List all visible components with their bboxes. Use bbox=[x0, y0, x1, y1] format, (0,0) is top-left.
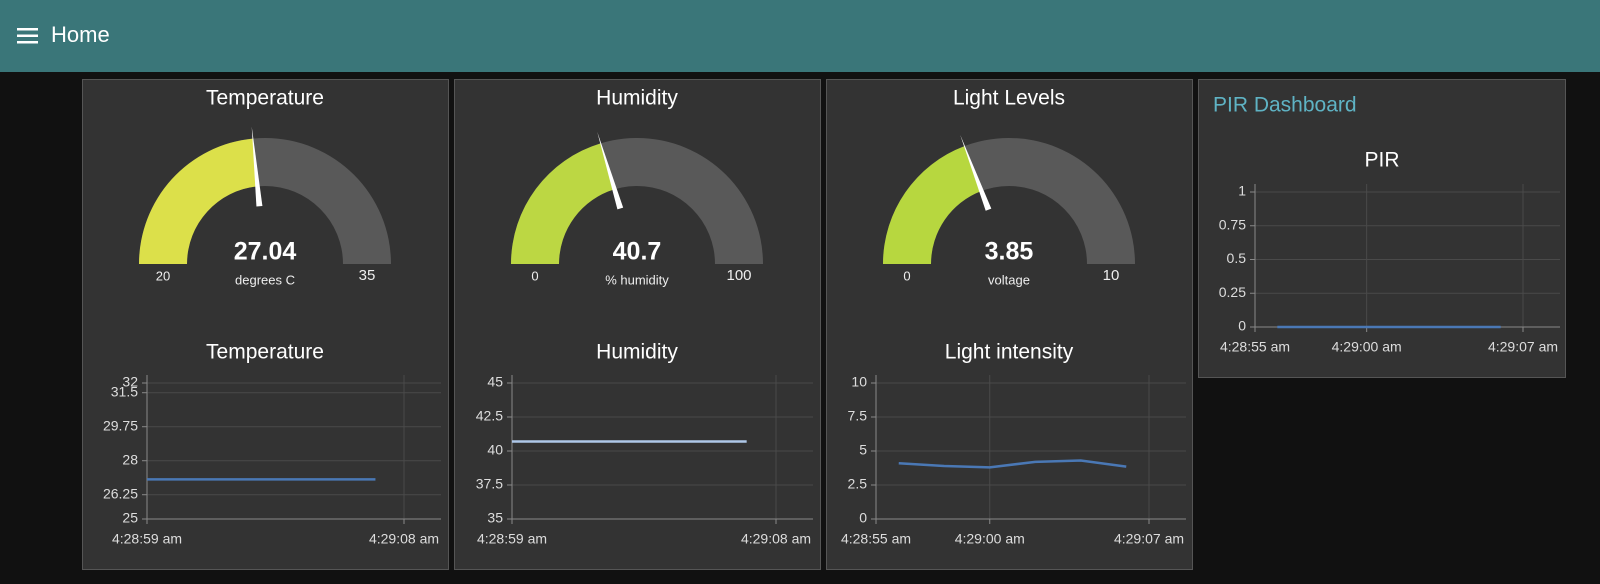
y-tick-label: 5 bbox=[859, 442, 867, 458]
group-panel bbox=[1198, 79, 1566, 378]
gauge-title: Temperature bbox=[206, 87, 324, 110]
page-title: Home bbox=[51, 22, 110, 47]
chart-title: Temperature bbox=[206, 341, 324, 364]
y-tick-label: 45 bbox=[487, 374, 503, 390]
gauge-value: 3.85 bbox=[985, 238, 1034, 266]
gauge-title: Light Levels bbox=[953, 87, 1065, 110]
line-series bbox=[898, 459, 1127, 469]
gauge-max: 100 bbox=[726, 267, 751, 284]
y-tick-label: 31.5 bbox=[111, 383, 138, 399]
x-tick-label: 4:28:55 am bbox=[841, 531, 911, 547]
gauge-fill bbox=[511, 143, 615, 264]
y-tick-label: 0 bbox=[859, 510, 867, 526]
gauge-units: degrees C bbox=[235, 272, 295, 287]
y-tick-label: 10 bbox=[851, 374, 867, 390]
y-tick-label: 0 bbox=[1238, 318, 1246, 334]
x-tick-label: 4:29:00 am bbox=[1332, 339, 1402, 355]
gauge-min: 20 bbox=[156, 268, 170, 283]
y-tick-label: 0.75 bbox=[1219, 216, 1246, 232]
gauge-needle bbox=[960, 134, 992, 211]
y-tick-label: 7.5 bbox=[848, 408, 868, 424]
gauge-value: 27.04 bbox=[234, 238, 297, 266]
x-tick-label: 4:28:59 am bbox=[477, 531, 547, 547]
chart-title: Humidity bbox=[596, 341, 678, 364]
gauge-needle bbox=[597, 131, 624, 210]
y-tick-label: 40 bbox=[487, 442, 503, 458]
gauge-min: 0 bbox=[531, 268, 538, 283]
y-tick-label: 42.5 bbox=[476, 408, 503, 424]
y-tick-label: 32 bbox=[122, 374, 138, 390]
y-tick-label: 0.25 bbox=[1219, 284, 1246, 300]
group-title: PIR Dashboard bbox=[1213, 94, 1357, 117]
y-tick-label: 25 bbox=[122, 510, 138, 526]
chart-title: PIR bbox=[1364, 149, 1399, 172]
x-tick-label: 4:29:08 am bbox=[741, 531, 811, 547]
gauge-needle bbox=[251, 126, 263, 207]
toolbar bbox=[0, 0, 1600, 72]
gauge-units: % humidity bbox=[605, 272, 669, 287]
gauge-units: voltage bbox=[988, 272, 1030, 287]
gauge-title: Humidity bbox=[596, 87, 678, 110]
menu-button[interactable] bbox=[17, 28, 38, 44]
x-tick-label: 4:29:07 am bbox=[1488, 339, 1558, 355]
y-tick-label: 0.5 bbox=[1227, 250, 1247, 266]
gauge-min: 0 bbox=[903, 268, 910, 283]
x-tick-label: 4:29:00 am bbox=[955, 531, 1025, 547]
y-tick-label: 37.5 bbox=[476, 476, 503, 492]
gauge-max: 10 bbox=[1103, 267, 1120, 284]
y-tick-label: 29.75 bbox=[103, 417, 138, 433]
x-tick-label: 4:28:55 am bbox=[1220, 339, 1290, 355]
gauge-max: 35 bbox=[359, 267, 376, 284]
y-tick-label: 28 bbox=[122, 451, 138, 467]
y-tick-label: 1 bbox=[1238, 183, 1246, 199]
gauge-fill bbox=[139, 138, 258, 264]
y-tick-label: 35 bbox=[487, 510, 503, 526]
x-tick-label: 4:28:59 am bbox=[112, 531, 182, 547]
x-tick-label: 4:29:08 am bbox=[369, 531, 439, 547]
y-tick-label: 2.5 bbox=[848, 476, 868, 492]
x-tick-label: 4:29:07 am bbox=[1114, 531, 1184, 547]
y-tick-label: 26.25 bbox=[103, 485, 138, 501]
chart-title: Light intensity bbox=[945, 341, 1074, 364]
gauge-fill bbox=[883, 146, 982, 264]
gauge-value: 40.7 bbox=[613, 238, 662, 266]
